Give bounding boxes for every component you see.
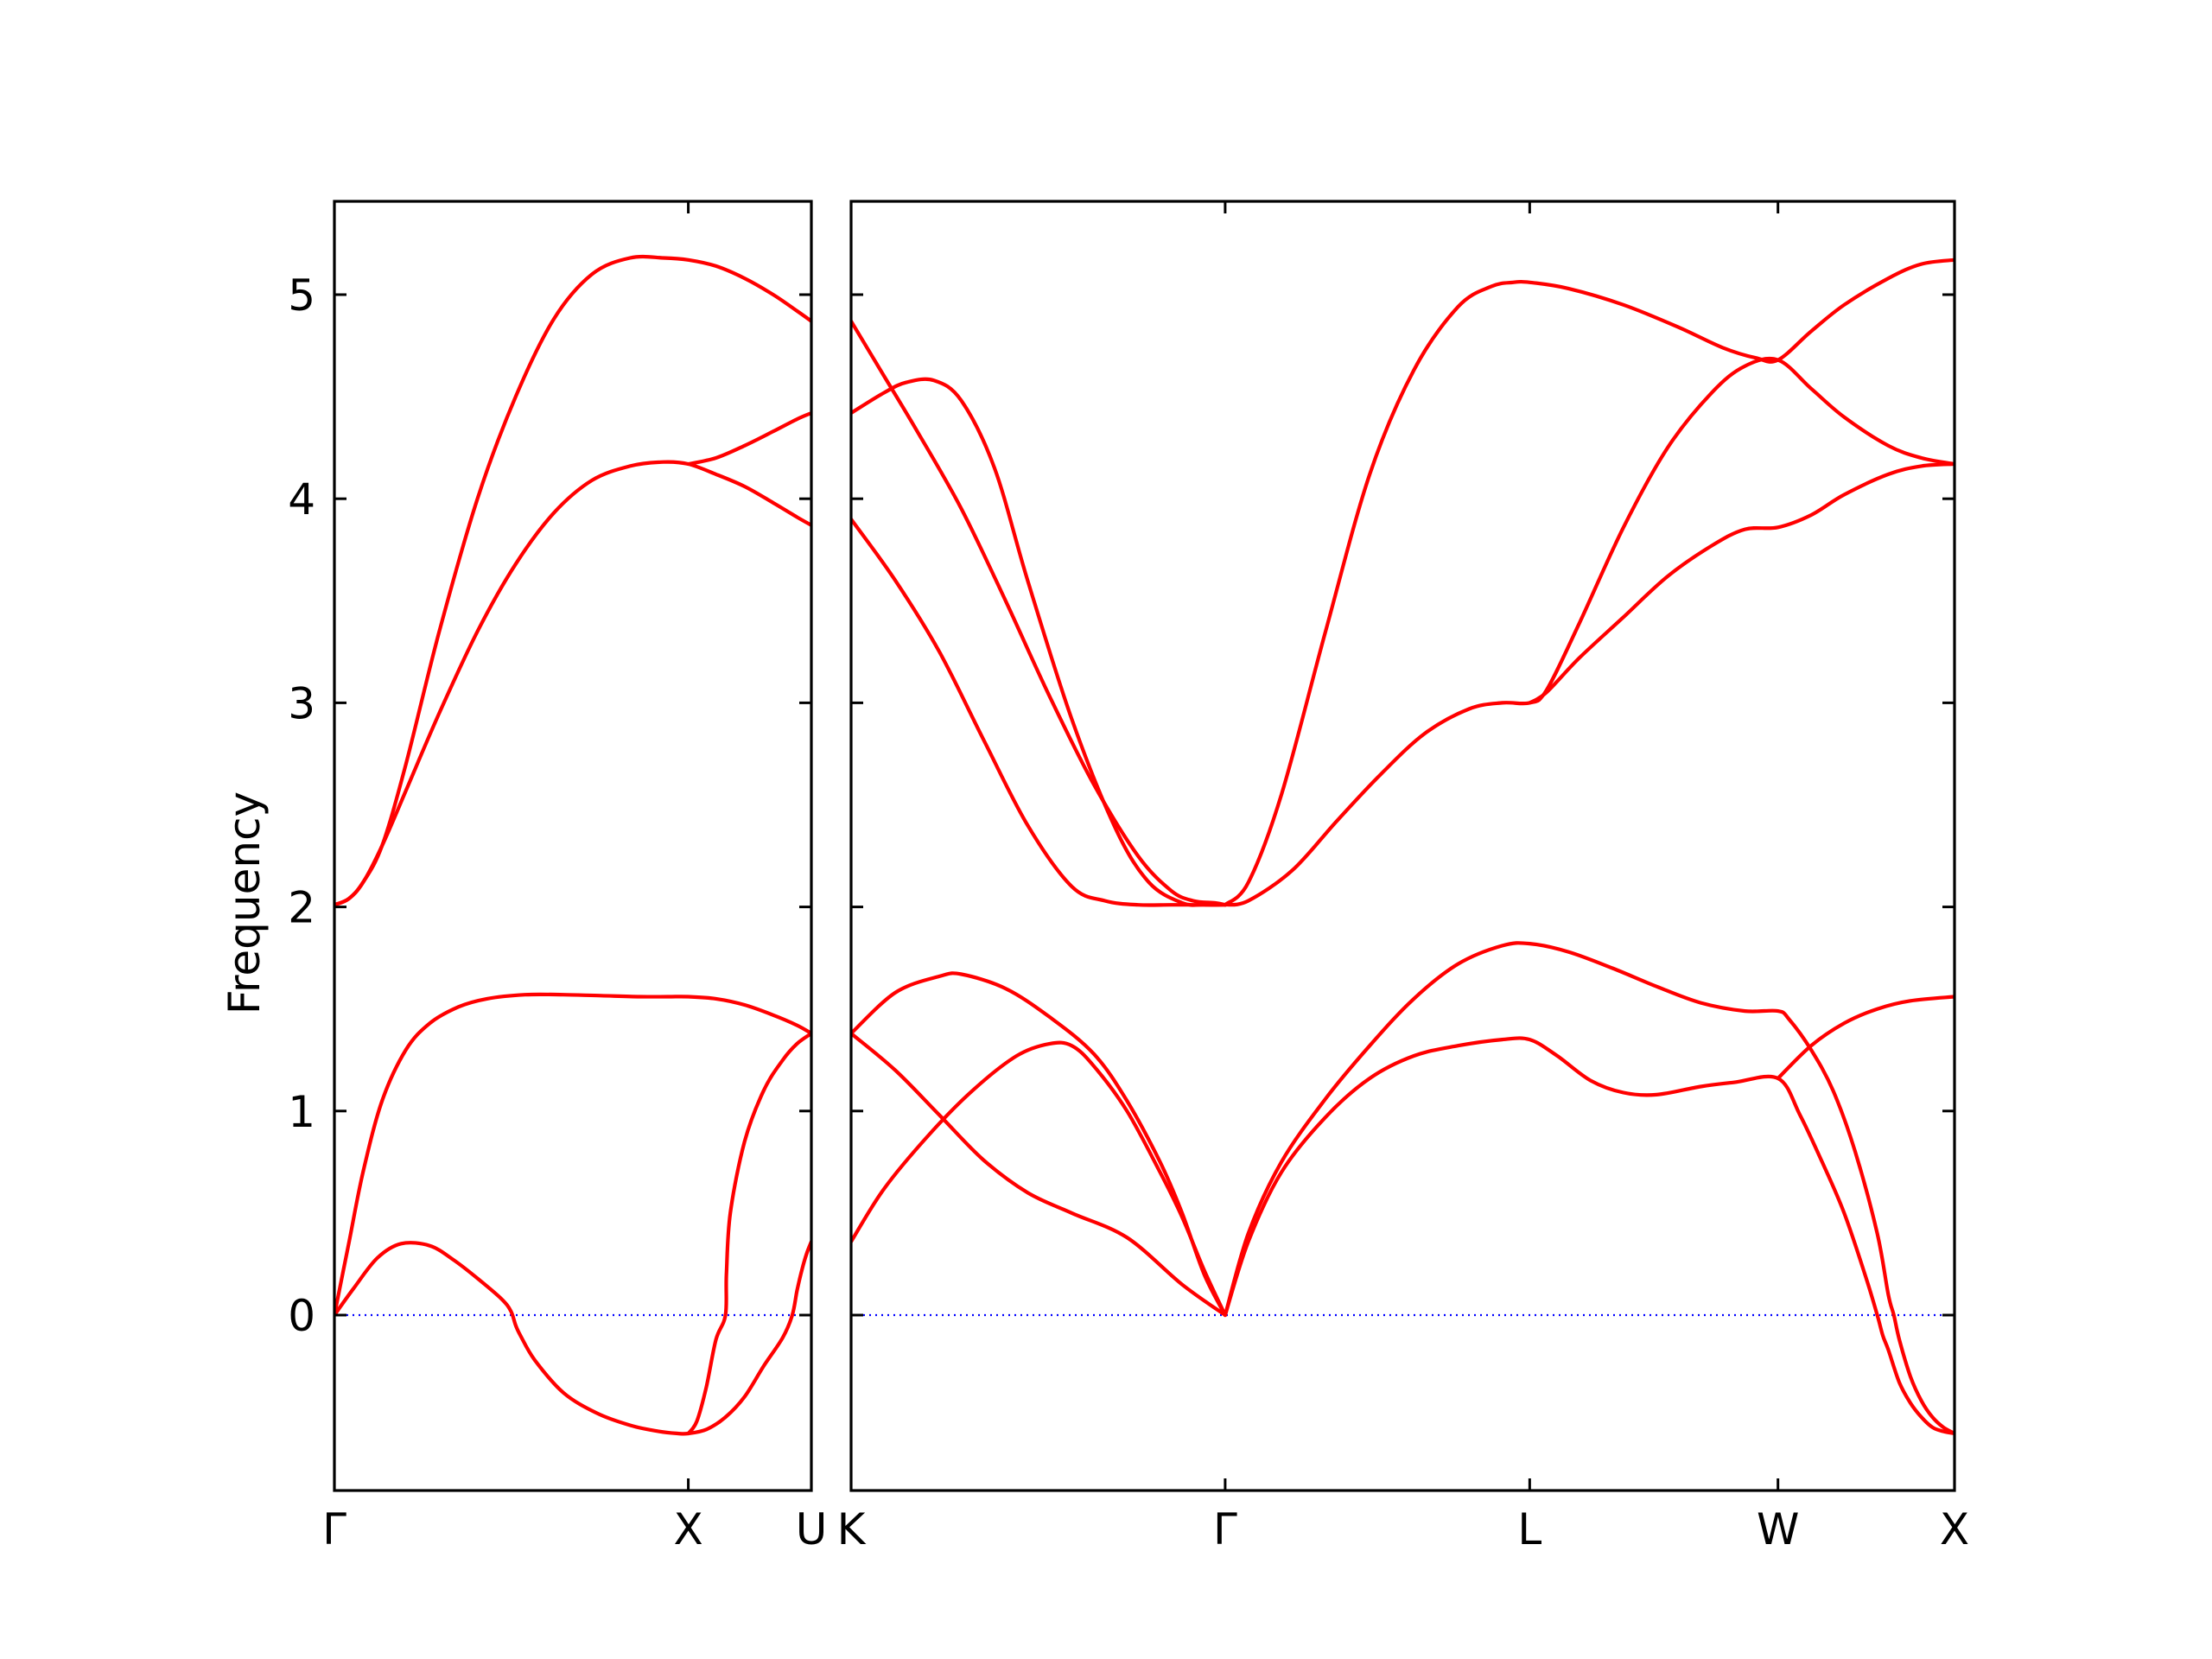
bands [334,254,811,1436]
band-line-11 [1223,1036,1955,1436]
band-line-2 [851,377,1227,907]
x-tick-label-W: W [1757,1504,1799,1554]
plot-frame [333,200,813,1492]
band-line-6 [686,1031,811,1436]
y-tick-label: 2 [288,883,315,933]
x-tick-label-U: U [796,1504,828,1554]
band-line-10 [1223,941,1955,1436]
band-line-5 [334,1239,811,1436]
band-line-3 [686,410,811,467]
plot-frame [849,200,1956,1492]
band-line-5 [1223,356,1955,907]
x-tick-label-Γ: Γ [1213,1504,1237,1554]
x-tick-label-X: X [1940,1504,1969,1554]
left-panel: 0 1 2 3 4 5 Γ X U [288,200,828,1554]
bands [851,257,1955,1436]
y-tick-label: 0 [288,1291,315,1341]
x-tick-label-K: K [837,1504,867,1554]
band-line-1 [851,319,1227,907]
band-line-12 [1776,995,1955,1081]
band-line-2 [334,460,811,907]
band-line-4 [334,992,811,1318]
x-tick-label-L: L [1517,1504,1541,1554]
x-tick-label-X: X [673,1504,702,1554]
y-tick-label: 3 [288,678,315,728]
y-tick-label: 1 [288,1087,315,1137]
y-tick-label: 4 [288,474,315,524]
band-line-8 [851,1040,1227,1318]
band-line-3 [851,517,1227,907]
y-axis-label: Frequency [219,791,270,1014]
x-tick-label-Γ: Γ [322,1504,346,1554]
y-tick-label: 5 [288,270,315,321]
band-line-6 [1528,461,1955,705]
band-line-4 [1223,257,1955,907]
band-line-9 [851,1031,1227,1318]
